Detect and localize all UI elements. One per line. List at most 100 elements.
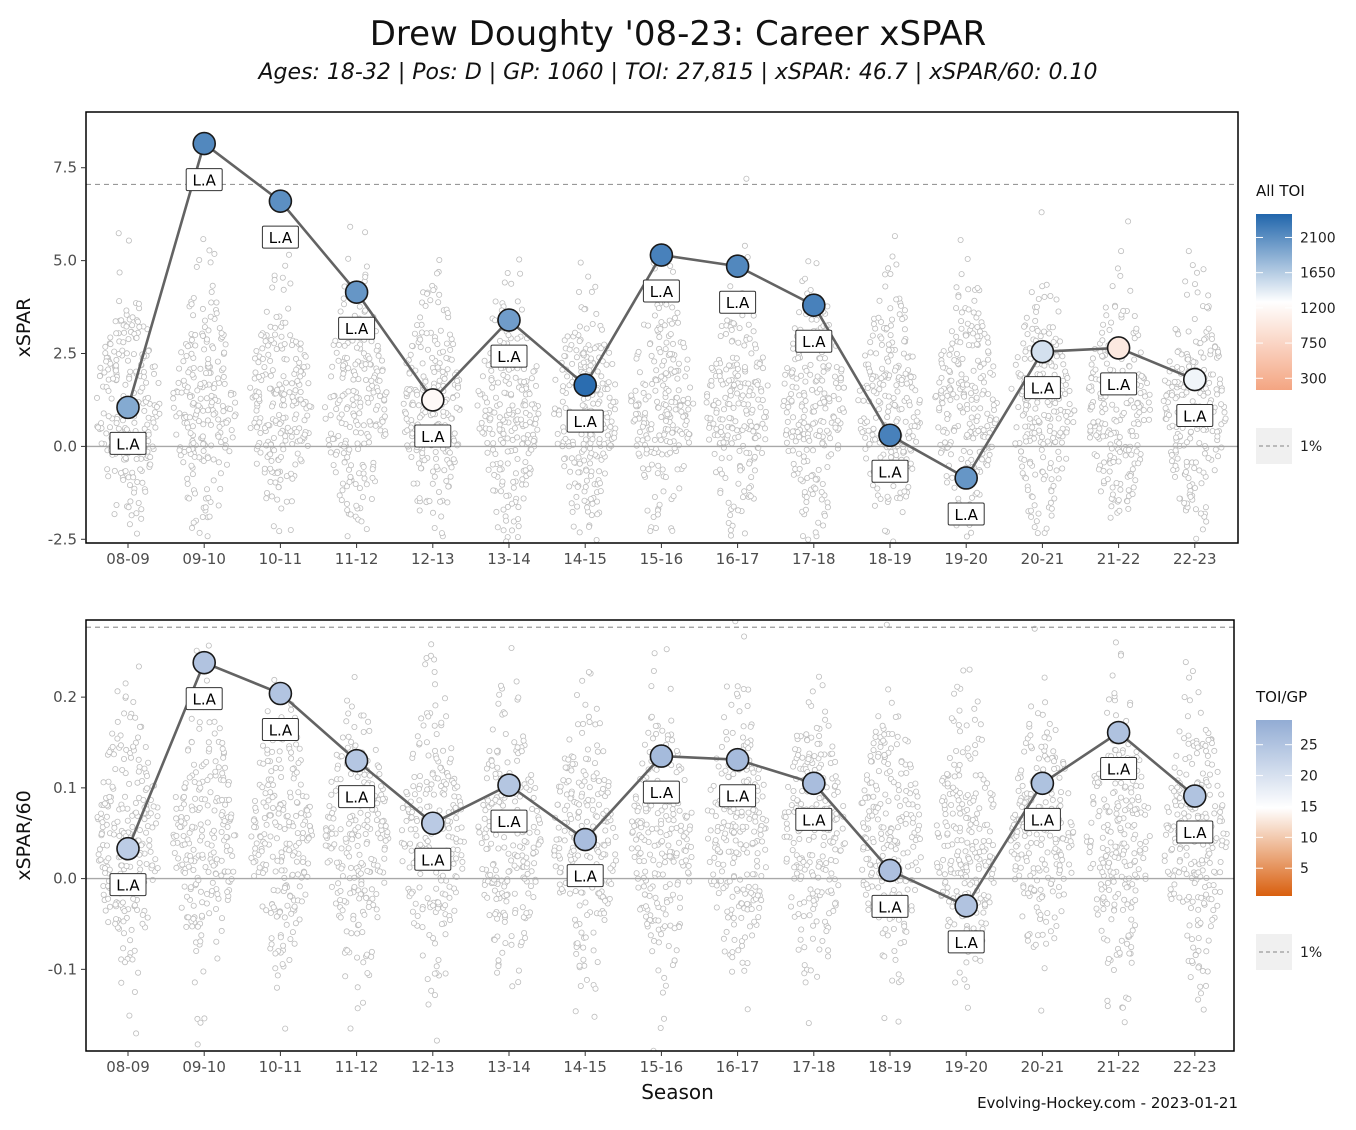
legend-dashed-label: 1% (1300, 439, 1322, 455)
league-point (500, 439, 507, 446)
league-point (965, 306, 972, 313)
league-point (105, 413, 112, 420)
league-point (437, 498, 444, 505)
league-point (202, 370, 209, 377)
data-point (268, 189, 293, 213)
league-point (422, 302, 429, 309)
league-point (655, 305, 662, 312)
league-point (280, 396, 287, 403)
league-point (488, 840, 495, 847)
league-point (281, 402, 288, 409)
league-point (504, 460, 511, 467)
league-point (368, 377, 375, 384)
league-point (977, 375, 984, 382)
league-point (737, 383, 744, 390)
league-point (334, 765, 341, 772)
league-point (123, 746, 130, 753)
league-point (118, 862, 125, 869)
legend-colorbar (1256, 214, 1292, 390)
league-point (221, 764, 228, 771)
league-point (206, 719, 213, 726)
league-point (286, 957, 293, 964)
league-point (492, 911, 499, 918)
league-point (1117, 486, 1124, 493)
league-point (680, 413, 687, 420)
league-point (1049, 324, 1056, 331)
league-point (633, 442, 640, 449)
league-point (1140, 407, 1147, 414)
league-point (272, 417, 279, 424)
point-label: L.A (497, 348, 521, 366)
league-point (282, 379, 289, 386)
league-point (665, 426, 672, 433)
league-point (170, 840, 177, 847)
league-point (301, 417, 308, 424)
league-point (667, 331, 674, 338)
league-point (1198, 480, 1205, 487)
league-point (302, 353, 309, 360)
league-point (196, 529, 203, 536)
league-point (261, 364, 268, 371)
league-point (1131, 356, 1138, 363)
league-point (424, 976, 431, 983)
league-point (414, 322, 421, 329)
league-point (1055, 448, 1062, 455)
league-point (562, 435, 569, 442)
league-point (821, 512, 828, 519)
league-point (458, 824, 465, 831)
league-point (444, 499, 451, 506)
league-point (1137, 390, 1144, 397)
league-point (403, 415, 410, 422)
league-point (195, 402, 202, 409)
league-point (530, 794, 537, 801)
data-point (497, 308, 521, 332)
league-point (144, 421, 151, 428)
league-point (134, 478, 141, 485)
league-point (345, 365, 352, 372)
league-point (204, 407, 211, 414)
league-point (783, 427, 790, 434)
league-point (1122, 452, 1129, 459)
league-point (123, 307, 130, 314)
league-point (684, 400, 691, 407)
league-point (933, 392, 940, 399)
league-point (502, 940, 509, 947)
league-point (132, 800, 139, 807)
league-point (611, 406, 618, 413)
league-point (361, 440, 368, 447)
x-tick-label: 11-12 (335, 550, 379, 568)
league-point (475, 823, 482, 830)
league-point (1187, 435, 1194, 442)
league-point (1204, 304, 1211, 311)
league-point (511, 739, 518, 746)
league-point (230, 832, 237, 839)
league-point (208, 299, 215, 306)
league-point (1146, 416, 1153, 423)
league-point (893, 261, 900, 268)
league-point (532, 420, 539, 427)
league-point (740, 401, 747, 408)
league-point (887, 322, 894, 329)
league-point (263, 308, 270, 315)
league-point (351, 412, 358, 419)
league-point (515, 967, 522, 974)
league-point (632, 402, 639, 409)
league-point (443, 713, 450, 720)
x-tick-label: 19-20 (944, 550, 988, 568)
league-point (417, 314, 424, 321)
league-point (293, 799, 300, 806)
league-point (1044, 438, 1051, 445)
league-point (512, 910, 519, 917)
league-point (977, 405, 984, 412)
league-point (605, 379, 612, 386)
league-point (496, 691, 503, 698)
league-point (517, 843, 524, 850)
league-point (450, 341, 457, 348)
league-point (652, 525, 659, 532)
league-point (173, 832, 180, 839)
league-point (429, 480, 436, 487)
league-point (492, 770, 499, 777)
league-point (428, 987, 435, 994)
league-point (912, 387, 919, 394)
league-point (382, 837, 389, 844)
